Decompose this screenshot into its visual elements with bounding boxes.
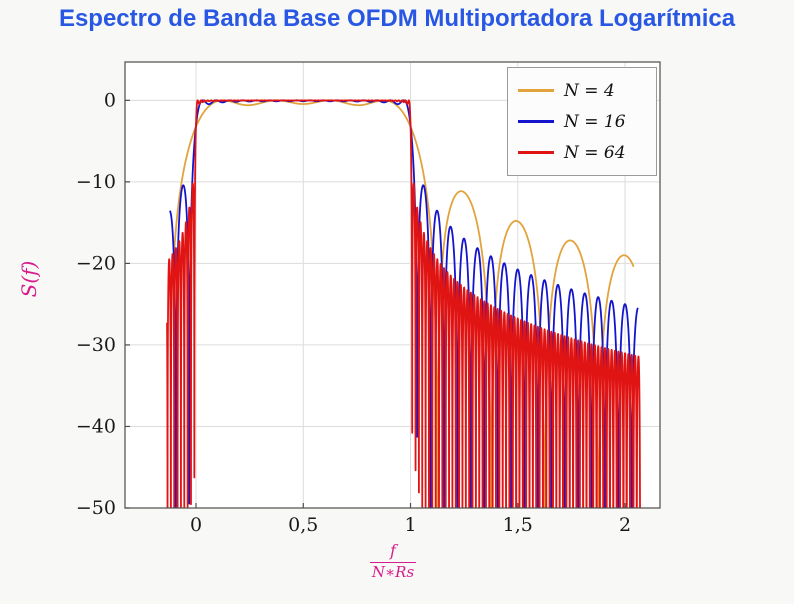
x-tick-label: 1,5: [503, 514, 533, 536]
x-axis-label: f N∗Rs: [352, 541, 434, 581]
x-tick-label: 0,5: [288, 514, 318, 536]
legend-label: N = 16: [564, 111, 626, 132]
y-tick-label: 0: [104, 89, 116, 111]
legend-entry-n64: N = 64: [518, 137, 646, 168]
y-tick-label: −20: [76, 252, 116, 274]
legend-label: N = 4: [564, 80, 615, 101]
y-tick-label: −30: [76, 334, 116, 356]
series-line-4: [171, 99, 635, 508]
axis-box: [124, 61, 661, 509]
y-axis-label: S(f): [17, 260, 41, 298]
y-tick-label: −40: [76, 415, 116, 437]
x-axis-label-numerator: f: [390, 541, 396, 560]
fraction-bar: [370, 561, 416, 563]
x-tick-label: 0: [190, 514, 202, 536]
chart-title: Espectro de Banda Base OFDM Multiportado…: [58, 5, 736, 32]
x-tick-label: 2: [619, 514, 631, 536]
legend-line-swatch: [518, 151, 554, 154]
legend: N = 4 N = 16 N = 64: [507, 67, 657, 176]
legend-entry-n16: N = 16: [518, 106, 646, 137]
x-axis-label-denominator: N∗Rs: [371, 562, 415, 581]
y-tick-label: −50: [76, 497, 116, 519]
legend-line-swatch: [518, 89, 554, 92]
x-tick-label: 1: [404, 514, 416, 536]
legend-label: N = 64: [564, 142, 626, 163]
series-line-64: [166, 99, 641, 508]
legend-line-swatch: [518, 120, 554, 123]
series-line-16: [169, 99, 639, 508]
legend-entry-n4: N = 4: [518, 75, 646, 106]
y-tick-label: −10: [76, 171, 116, 193]
